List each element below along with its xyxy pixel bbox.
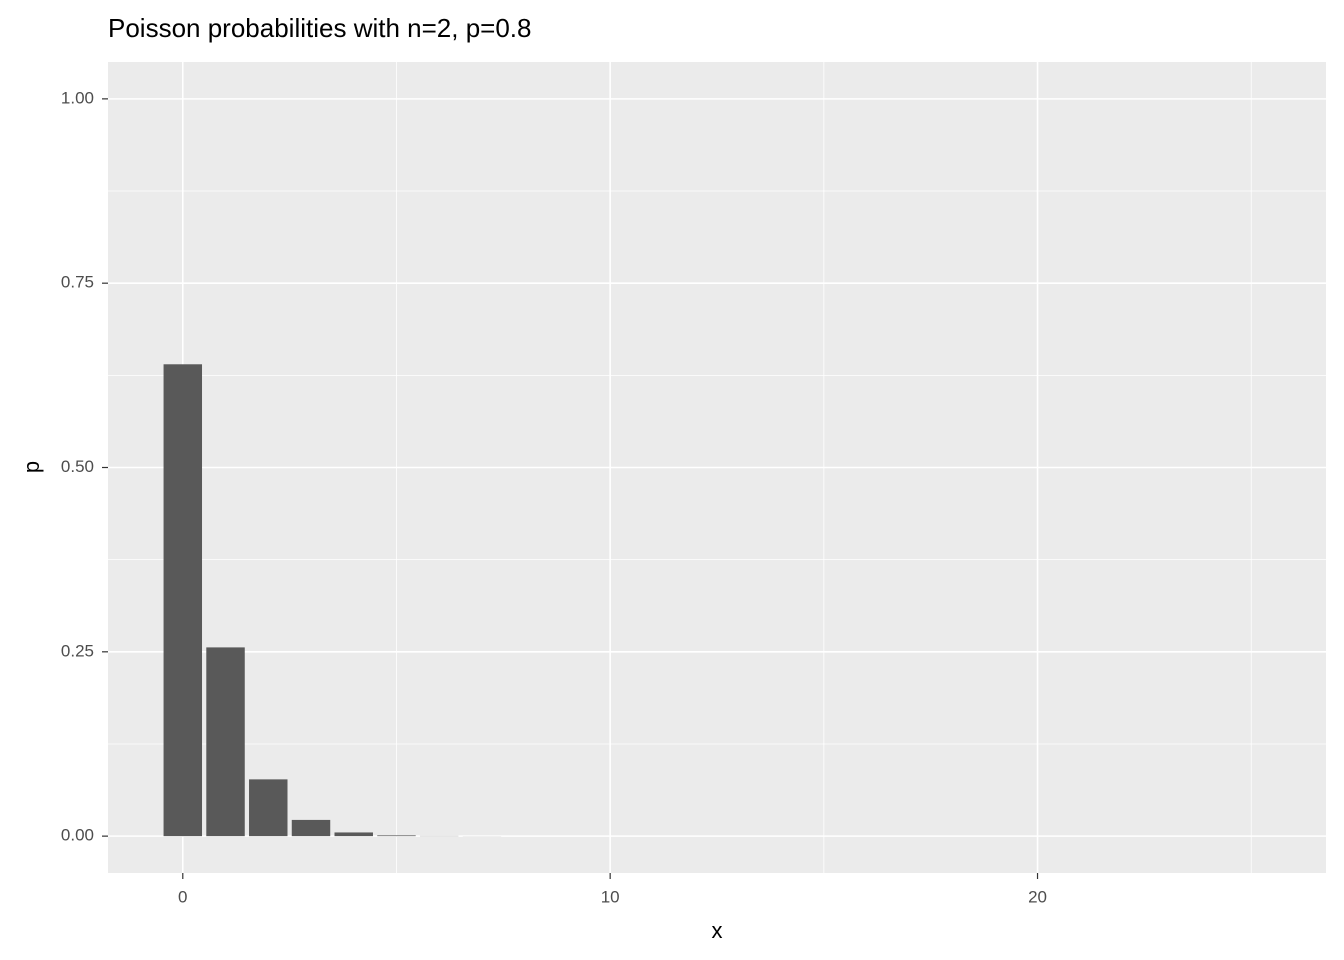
bars <box>163 364 502 837</box>
bar <box>291 819 331 837</box>
bar <box>334 832 373 837</box>
y-tick-label: 0.50 <box>61 457 94 476</box>
grid <box>108 62 1326 873</box>
bar <box>163 364 203 837</box>
bar <box>377 835 416 837</box>
y-tick-label: 1.00 <box>61 88 94 107</box>
x-axis-title: x <box>712 918 723 943</box>
bar <box>249 779 288 837</box>
x-tick-label: 0 <box>178 887 187 906</box>
x-tick-label: 20 <box>1028 887 1047 906</box>
x-tick-label: 10 <box>601 887 620 906</box>
chart-title: Poisson probabilities with n=2, p=0.8 <box>108 13 532 43</box>
y-tick-label: 0.75 <box>61 273 94 292</box>
y-tick-label: 0.25 <box>61 641 94 660</box>
y-tick-label: 0.00 <box>61 826 94 845</box>
y-axis-title: p <box>19 461 44 473</box>
bar <box>206 647 245 837</box>
